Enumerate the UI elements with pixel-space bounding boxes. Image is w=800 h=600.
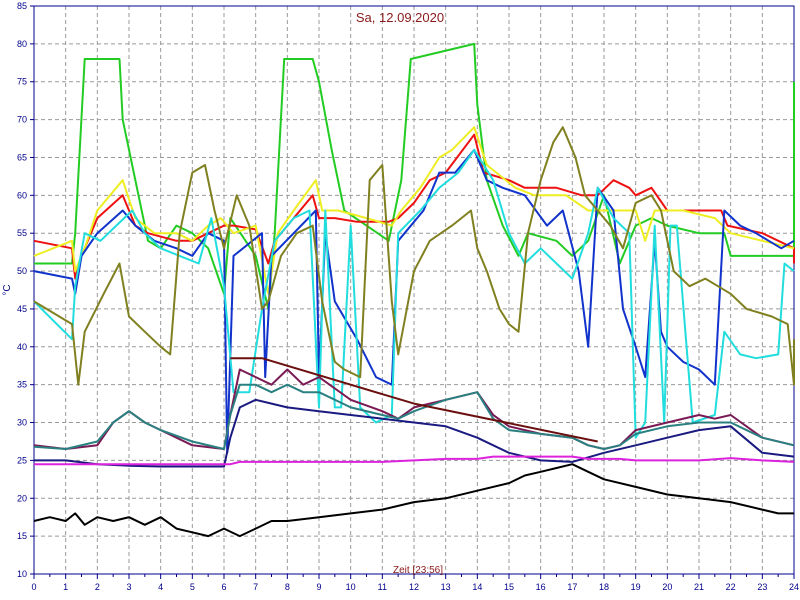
- y-axis-ticks: 10 15 20 25 30 35 40 45 50 55 60 65 70 75 80 85: [17, 1, 34, 579]
- y-tick-label: 70: [17, 115, 27, 125]
- y-tick-label: 20: [17, 493, 27, 503]
- y-tick-label: 45: [17, 304, 27, 314]
- series-line: [33, 148, 795, 454]
- x-tick-label: 14: [472, 582, 482, 592]
- series-line: [33, 148, 795, 439]
- y-tick-label: 50: [17, 266, 27, 276]
- y-tick-label: 60: [17, 190, 27, 200]
- y-tick-label: 15: [17, 531, 27, 541]
- x-tick-label: 7: [253, 582, 258, 592]
- x-tick-label: 19: [631, 582, 641, 592]
- y-tick-label: 35: [17, 380, 27, 390]
- x-tick-label: 15: [504, 582, 514, 592]
- x-tick-label: 24: [789, 582, 799, 592]
- series-line: [230, 357, 598, 443]
- x-tick-label: 10: [346, 582, 356, 592]
- series-line: [33, 383, 795, 450]
- y-tick-label: 40: [17, 342, 27, 352]
- x-tick-label: 13: [441, 582, 451, 592]
- x-tick-label: 12: [409, 582, 419, 592]
- y-tick-label: 10: [17, 569, 27, 579]
- y-tick-label: 75: [17, 77, 27, 87]
- x-tick-label: 17: [567, 582, 577, 592]
- x-tick-label: 0: [31, 582, 36, 592]
- y-tick-label: 65: [17, 152, 27, 162]
- y-tick-label: 55: [17, 228, 27, 238]
- x-tick-label: 8: [285, 582, 290, 592]
- series-line: [33, 463, 794, 538]
- x-tick-label: 3: [126, 582, 131, 592]
- x-tick-label: 16: [536, 582, 546, 592]
- series-line: [34, 455, 795, 466]
- x-tick-label: 18: [599, 582, 609, 592]
- series-line: [33, 126, 795, 386]
- x-tick-label: 5: [190, 582, 195, 592]
- x-tick-label: 1: [63, 582, 68, 592]
- x-tick-label: 20: [662, 582, 672, 592]
- x-tick-label: 6: [221, 582, 226, 592]
- x-tick-label: 4: [158, 582, 163, 592]
- x-tick-label: 23: [757, 582, 767, 592]
- y-axis-label: °C: [2, 284, 13, 295]
- series-line: [33, 133, 795, 280]
- x-tick-label: 22: [726, 582, 736, 592]
- y-tick-label: 30: [17, 418, 27, 428]
- x-axis-ticks: 0 1 2 3 4 5 6 7 8 9 10 11 12 13 14 15 16 17 18 19 20 21 22 23 24: [31, 574, 799, 592]
- y-tick-label: 80: [17, 39, 27, 49]
- x-tick-label: 2: [95, 582, 100, 592]
- x-axis-label: Zeit [23:56]: [393, 565, 443, 576]
- x-tick-label: 21: [694, 582, 704, 592]
- chart-title: Sa, 12.09.2020: [356, 10, 444, 25]
- series-line: [34, 398, 795, 468]
- x-tick-label: 9: [316, 582, 321, 592]
- series-group: [33, 42, 795, 538]
- y-tick-label: 85: [17, 1, 27, 11]
- y-tick-label: 25: [17, 455, 27, 465]
- x-tick-label: 11: [378, 582, 387, 592]
- series-line: [33, 126, 795, 295]
